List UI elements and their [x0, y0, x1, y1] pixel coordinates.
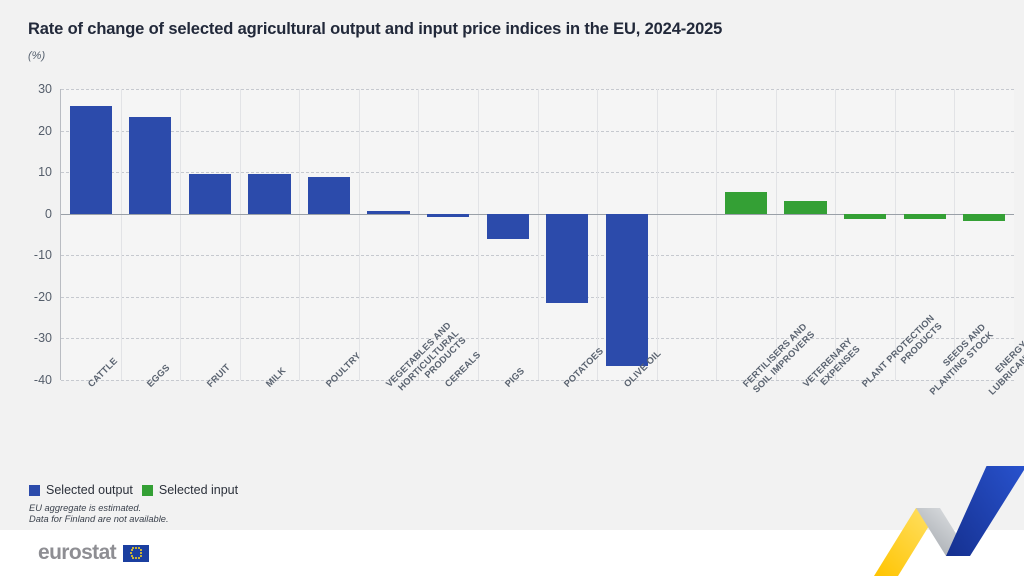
- plot-area: [60, 89, 1014, 381]
- bar-fertilisers-and-soil-improvers[interactable]: [724, 192, 768, 214]
- bar-veterenary-expenses[interactable]: [784, 201, 827, 214]
- gridline-vertical: [716, 89, 718, 380]
- bar-fruit[interactable]: [188, 173, 232, 214]
- legend-swatch-input: [141, 484, 153, 496]
- legend-swatch-output: [29, 484, 40, 496]
- gridline-vertical: [239, 89, 241, 380]
- bar-potatoes[interactable]: [546, 213, 589, 304]
- gridline-vertical: [299, 89, 301, 380]
- y-axis-tick-label: -20: [33, 289, 52, 304]
- y-axis-tick-label: 0: [45, 206, 52, 221]
- eurostat-logo: eurostat: [38, 541, 150, 565]
- gridline-vertical: [835, 89, 837, 380]
- bar-vegetables-and-horticultural-products[interactable]: [367, 211, 410, 214]
- gridline-vertical: [954, 89, 956, 380]
- legend-item-input[interactable]: Selected input: [141, 483, 239, 497]
- legend-item-output[interactable]: Selected output: [29, 483, 133, 497]
- bar-cereals[interactable]: [427, 213, 470, 218]
- y-axis-tick-label: 30: [38, 82, 52, 96]
- gridline-vertical: [120, 89, 122, 380]
- bar-poultry[interactable]: [307, 177, 351, 214]
- gridline-vertical: [477, 89, 479, 380]
- gridline-vertical: [180, 89, 182, 380]
- gridline-vertical: [656, 89, 658, 380]
- gridline-vertical: [537, 89, 539, 380]
- bar-energy[interactable]: [963, 213, 1006, 221]
- unit-subtitle: (%): [28, 50, 46, 62]
- gridline-vertical: [775, 89, 777, 380]
- y-axis-tick-label: 10: [38, 165, 52, 180]
- eurostat-logo-text: eurostat: [38, 541, 117, 564]
- gridline-vertical: [597, 89, 599, 380]
- footer-band: [0, 530, 1024, 576]
- bar-olive-oil[interactable]: [605, 213, 648, 366]
- bar-cattle[interactable]: [69, 105, 112, 214]
- y-axis-tick-label: -10: [33, 248, 52, 263]
- x-axis-labels: CATTLE EGGS FRUIT MILK POULTRY VEGETABLES AND…: [60, 313, 1024, 477]
- bar-eggs[interactable]: [129, 116, 172, 214]
- footnote-line-2: Data for Finland are not available.: [29, 514, 169, 524]
- bar-plant-protection-products[interactable]: [843, 213, 887, 219]
- legend: Selected output Selected input: [29, 483, 238, 497]
- gridline-vertical: [358, 89, 360, 380]
- y-axis-tick-label: -30: [33, 331, 52, 346]
- bar-milk[interactable]: [248, 174, 291, 214]
- y-axis: 30 20 10 0 -10 -20 -30 -40: [0, 82, 52, 387]
- eu-flag-icon: [123, 544, 150, 562]
- legend-label-input: Selected input: [158, 483, 239, 497]
- bar-seeds-and-planting-stock[interactable]: [903, 213, 946, 220]
- plot-area-wrapper: 30 20 10 0 -10 -20 -30 -40 CATTLE EGGS FRUIT MILK P…: [0, 82, 1024, 396]
- y-axis-tick-label: -40: [33, 373, 52, 387]
- gridline-horizontal: [61, 380, 1014, 381]
- footnotes: EU aggregate is estimated. Data for Finl…: [29, 503, 169, 525]
- zero-axis-line: [61, 213, 1014, 215]
- y-axis-tick-label: 20: [38, 123, 52, 138]
- gridline-vertical: [418, 89, 420, 380]
- legend-label-output: Selected output: [46, 483, 133, 497]
- gridline-vertical: [894, 89, 896, 380]
- page-title: Rate of change of selected agricultural …: [28, 20, 723, 38]
- bar-pigs[interactable]: [486, 213, 529, 239]
- footnote-line-1: EU aggregate is estimated.: [29, 503, 142, 513]
